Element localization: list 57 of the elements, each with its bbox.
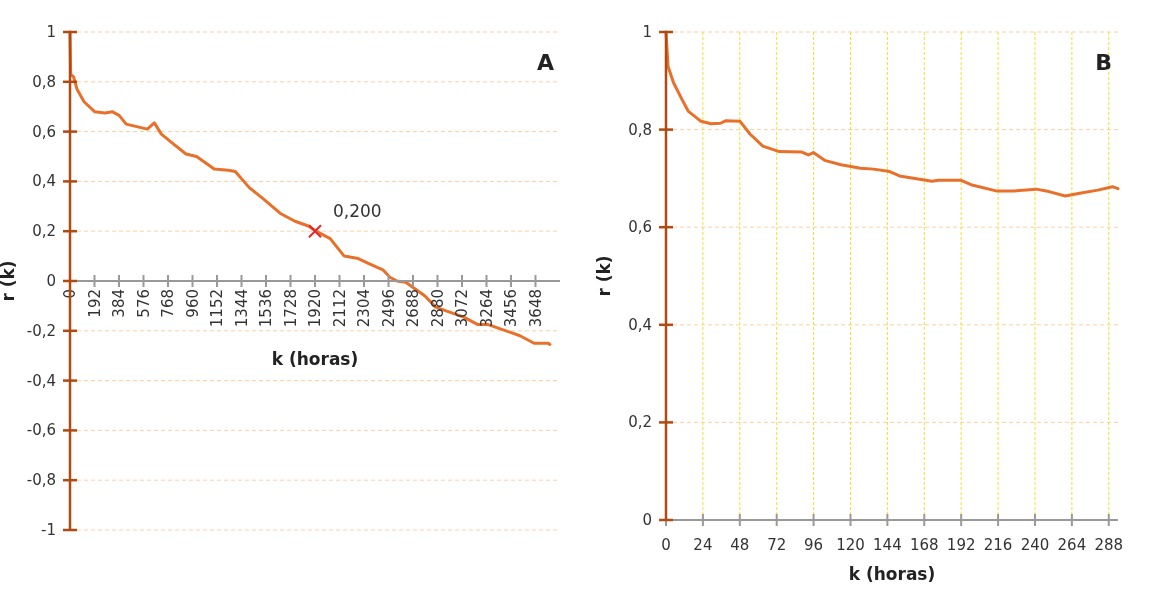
x-tick-label: 0 (661, 536, 671, 554)
x-tick-label: 48 (730, 536, 750, 554)
x-tick-label: 1344 (232, 289, 251, 328)
x-tick-label: 1152 (208, 289, 226, 328)
x-tick-label: 72 (767, 536, 787, 554)
y-tick-label: 0 (46, 272, 56, 290)
x-tick-label: 1920 (306, 289, 324, 328)
x-tick-label: 768 (159, 289, 177, 318)
x-tick-label: 2688 (404, 289, 422, 328)
y-tick-label: 0,2 (32, 222, 56, 241)
y-tick-label: 0,6 (628, 218, 652, 237)
y-tick-label: -0,8 (26, 471, 56, 490)
x-tick-label: 96 (804, 536, 824, 554)
x-tick-label: 960 (183, 289, 202, 318)
y-axis-title: r (k) (0, 260, 18, 302)
y-tick-label: -0,4 (26, 371, 56, 390)
data-label: 0,200 (333, 201, 382, 222)
x-tick-label: 2112 (330, 289, 349, 328)
y-tick-label: 0,8 (628, 120, 652, 139)
y-axis-title: r (k) (594, 255, 614, 297)
y-tick-label: 1 (46, 23, 56, 41)
y-tick-label: 0,8 (32, 72, 56, 91)
x-tick-label: 3264 (477, 289, 496, 328)
x-tick-label: 216 (983, 536, 1013, 554)
x-tick-label: 2880 (428, 289, 447, 328)
y-tick-label: -0,6 (26, 421, 56, 440)
x-tick-label: 3648 (526, 289, 545, 328)
text: B (1095, 50, 1112, 75)
x-tick-label: 2496 (379, 289, 398, 328)
x-tick-label: 3456 (502, 289, 520, 328)
x-tick-label: 3072 (453, 289, 471, 328)
y-tick-label: -1 (41, 521, 56, 539)
x-tick-label: 144 (873, 536, 902, 554)
y-tick-label: 0,4 (628, 315, 652, 334)
x-tick-label: 240 (1020, 536, 1050, 554)
x-tick-label: 576 (134, 289, 153, 318)
y-tick-label: 0,2 (628, 413, 652, 432)
x-tick-label: 192 (85, 289, 104, 318)
y-tick-label: 0,6 (32, 122, 56, 141)
x-tick-label: 168 (909, 536, 939, 554)
y-tick-label: -0,2 (26, 321, 56, 340)
x-tick-label: 288 (1094, 536, 1124, 554)
y-tick-label: 0 (642, 511, 652, 529)
x-tick-label: 2304 (355, 289, 373, 328)
x-tick-label: 1728 (281, 289, 300, 328)
x-axis-title: k (horas) (848, 564, 936, 584)
x-tick-label: 384 (110, 289, 128, 318)
x-tick-label: 24 (693, 536, 713, 554)
text: A (536, 50, 554, 75)
x-tick-label: 120 (836, 536, 865, 554)
line-series (664, 30, 1120, 198)
x-tick-label: 192 (946, 536, 976, 554)
y-tick-label: 0,4 (32, 172, 56, 191)
x-tick-label: 1536 (257, 289, 275, 328)
x-axis-title: k (horas) (271, 349, 359, 369)
x-tick-label: 264 (1057, 536, 1087, 554)
y-tick-label: 1 (642, 23, 652, 41)
